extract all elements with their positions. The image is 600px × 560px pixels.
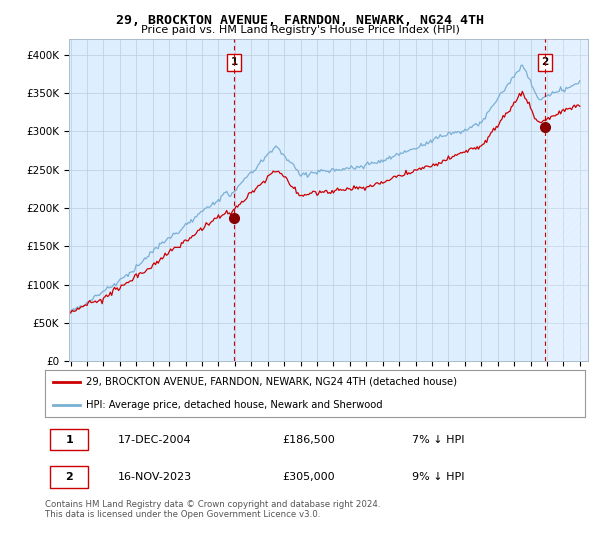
Text: Contains HM Land Registry data © Crown copyright and database right 2024.
This d: Contains HM Land Registry data © Crown c… — [45, 500, 380, 519]
Text: £186,500: £186,500 — [283, 435, 335, 445]
Text: HPI: Average price, detached house, Newark and Sherwood: HPI: Average price, detached house, Newa… — [86, 400, 382, 410]
Text: 2: 2 — [541, 57, 548, 67]
Text: 1: 1 — [230, 57, 238, 67]
Text: 17-DEC-2004: 17-DEC-2004 — [118, 435, 191, 445]
Text: 9% ↓ HPI: 9% ↓ HPI — [412, 473, 465, 482]
Text: 7% ↓ HPI: 7% ↓ HPI — [412, 435, 465, 445]
Text: 16-NOV-2023: 16-NOV-2023 — [118, 473, 192, 482]
Text: 2: 2 — [65, 473, 73, 482]
Text: 29, BROCKTON AVENUE, FARNDON, NEWARK, NG24 4TH: 29, BROCKTON AVENUE, FARNDON, NEWARK, NG… — [116, 14, 484, 27]
FancyBboxPatch shape — [50, 428, 88, 450]
Text: 1: 1 — [65, 435, 73, 445]
Text: 29, BROCKTON AVENUE, FARNDON, NEWARK, NG24 4TH (detached house): 29, BROCKTON AVENUE, FARNDON, NEWARK, NG… — [86, 377, 457, 387]
Text: Price paid vs. HM Land Registry's House Price Index (HPI): Price paid vs. HM Land Registry's House … — [140, 25, 460, 35]
FancyBboxPatch shape — [50, 466, 88, 488]
Bar — [545, 39, 588, 361]
Text: £305,000: £305,000 — [283, 473, 335, 482]
